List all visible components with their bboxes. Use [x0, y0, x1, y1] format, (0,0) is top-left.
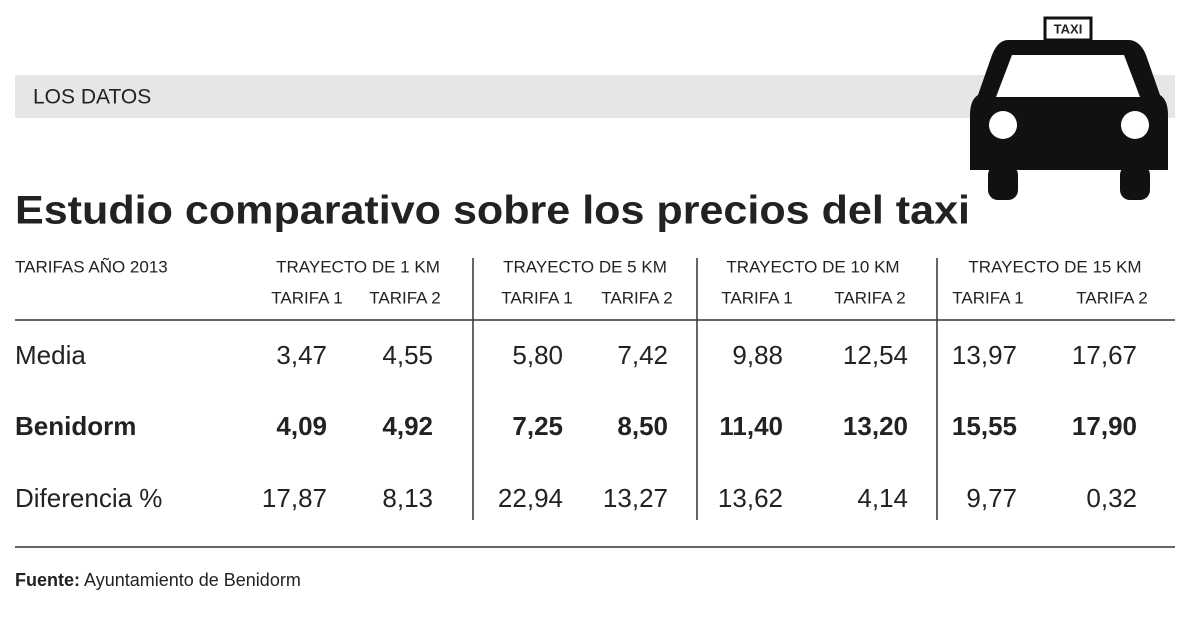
- group-header: TRAYECTO DE 10 KM: [726, 257, 899, 276]
- subcolumn-header: TARIFA 1: [271, 288, 343, 307]
- cell: 7,25: [512, 411, 563, 441]
- cell: 4,09: [276, 411, 327, 441]
- cell: 17,87: [262, 483, 327, 513]
- source-label: Fuente:: [15, 570, 80, 590]
- cell: 9,77: [966, 483, 1017, 513]
- section-label: LOS DATOS: [33, 86, 151, 109]
- cell: 8,13: [382, 483, 433, 513]
- subcolumn-header: TARIFA 1: [952, 288, 1024, 307]
- cell: 9,88: [732, 340, 783, 370]
- subcolumn-header: TARIFA 1: [501, 288, 573, 307]
- source: Fuente: Ayuntamiento de Benidorm: [15, 570, 301, 590]
- cell: 4,55: [382, 340, 433, 370]
- cell: 8,50: [617, 411, 668, 441]
- cell: 17,90: [1072, 411, 1137, 441]
- taxi-sign: TAXI: [1054, 21, 1083, 36]
- cell: 12,54: [843, 340, 908, 370]
- subcolumn-header: TARIFA 2: [1076, 288, 1148, 307]
- row-label: Benidorm: [15, 411, 136, 441]
- cell: 7,42: [617, 340, 668, 370]
- cell: 4,14: [857, 483, 908, 513]
- cell: 4,92: [382, 411, 433, 441]
- cell: 17,67: [1072, 340, 1137, 370]
- row-label: Media: [15, 340, 86, 370]
- source-text: Ayuntamiento de Benidorm: [84, 570, 301, 590]
- cell: 5,80: [512, 340, 563, 370]
- group-header: TRAYECTO DE 1 KM: [276, 257, 440, 276]
- corner-label: TARIFAS AÑO 2013: [15, 257, 168, 276]
- cell: 13,27: [603, 483, 668, 513]
- group-header: TRAYECTO DE 5 KM: [503, 257, 667, 276]
- cell: 3,47: [276, 340, 327, 370]
- subcolumn-header: TARIFA 2: [369, 288, 441, 307]
- title: Estudio comparativo sobre los precios de…: [15, 189, 970, 233]
- cell: 22,94: [498, 483, 563, 513]
- subcolumn-header: TARIFA 2: [834, 288, 906, 307]
- group-header: TRAYECTO DE 15 KM: [968, 257, 1141, 276]
- subcolumn-header: TARIFA 2: [601, 288, 673, 307]
- cell: 13,20: [843, 411, 908, 441]
- cell: 13,62: [718, 483, 783, 513]
- row-label: Diferencia %: [15, 483, 162, 513]
- cell: 15,55: [952, 411, 1017, 441]
- taxi-icon: TAXI: [970, 16, 1168, 200]
- cell: 13,97: [952, 340, 1017, 370]
- subcolumn-header: TARIFA 1: [721, 288, 793, 307]
- cell: 11,40: [719, 411, 783, 441]
- cell: 0,32: [1086, 483, 1137, 513]
